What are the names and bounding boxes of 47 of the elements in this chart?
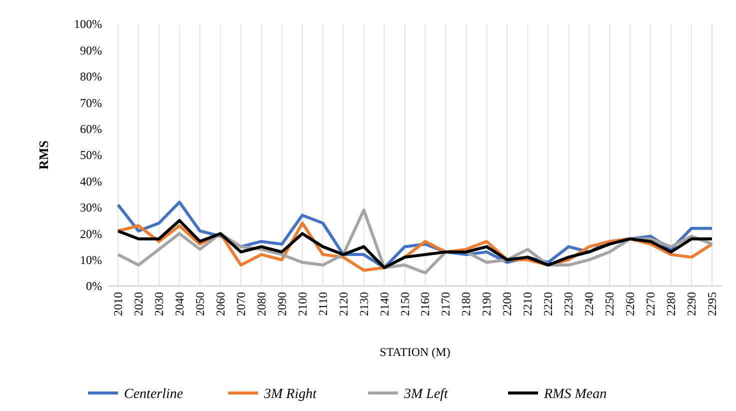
- y-axis-title: RMS: [36, 140, 51, 170]
- y-tick-label: 70%: [80, 96, 102, 110]
- y-tick-label: 50%: [80, 148, 102, 162]
- y-tick-label: 60%: [80, 122, 102, 136]
- x-axis-title: STATION (M): [380, 345, 450, 359]
- legend-label: RMS Mean: [543, 386, 607, 402]
- x-tick-label: 2290: [684, 292, 699, 316]
- y-tick-label: 90%: [80, 43, 102, 58]
- x-tick-label: 2150: [398, 292, 412, 316]
- x-tick-label: 2280: [664, 292, 678, 316]
- x-tick-label: 2090: [274, 292, 289, 316]
- y-tick-label: 40%: [80, 174, 102, 188]
- y-tick-label: 30%: [80, 200, 102, 215]
- y-tick-label: 80%: [80, 70, 102, 84]
- x-tick-label: 2220: [541, 292, 556, 316]
- y-tick-label: 0%: [86, 279, 102, 294]
- x-tick-label: 2270: [644, 292, 658, 316]
- x-tick-label: 2240: [582, 292, 596, 316]
- x-tick-label: 2070: [234, 292, 248, 316]
- x-tick-label: 2010: [111, 292, 125, 316]
- x-tick-label: 2250: [602, 292, 617, 316]
- x-tick-label: 2050: [192, 292, 207, 316]
- x-tick-label: 2170: [438, 292, 453, 316]
- x-tick-label: 2030: [152, 292, 166, 316]
- x-tick-label: 2040: [172, 292, 186, 316]
- x-tick-label: 2200: [500, 292, 514, 316]
- legend-label: Centerline: [124, 386, 184, 402]
- y-tick-label: 20%: [80, 226, 102, 241]
- x-tick-label: 2210: [520, 292, 535, 316]
- legend-label: 3M Right: [263, 386, 318, 402]
- x-tick-label: 2180: [459, 292, 474, 316]
- x-tick-label: 2120: [336, 292, 350, 316]
- x-tick-label: 2260: [623, 292, 638, 316]
- x-tick-label: 2100: [295, 292, 310, 316]
- x-tick-label: 2130: [356, 292, 371, 316]
- y-tick-label: 100%: [74, 17, 102, 32]
- x-tick-label: 2140: [377, 292, 392, 316]
- y-tick-label: 10%: [80, 253, 102, 267]
- x-tick-label: 2020: [131, 292, 146, 316]
- legend-label: 3M Left: [403, 386, 450, 402]
- x-tick-label: 2190: [480, 292, 494, 316]
- x-tick-label: 2295: [705, 292, 719, 316]
- x-tick-label: 2110: [316, 292, 330, 316]
- x-tick-label: 2060: [213, 292, 228, 316]
- x-tick-label: 2230: [562, 292, 576, 316]
- x-tick-label: 2160: [418, 292, 432, 316]
- x-tick-label: 2080: [254, 292, 268, 316]
